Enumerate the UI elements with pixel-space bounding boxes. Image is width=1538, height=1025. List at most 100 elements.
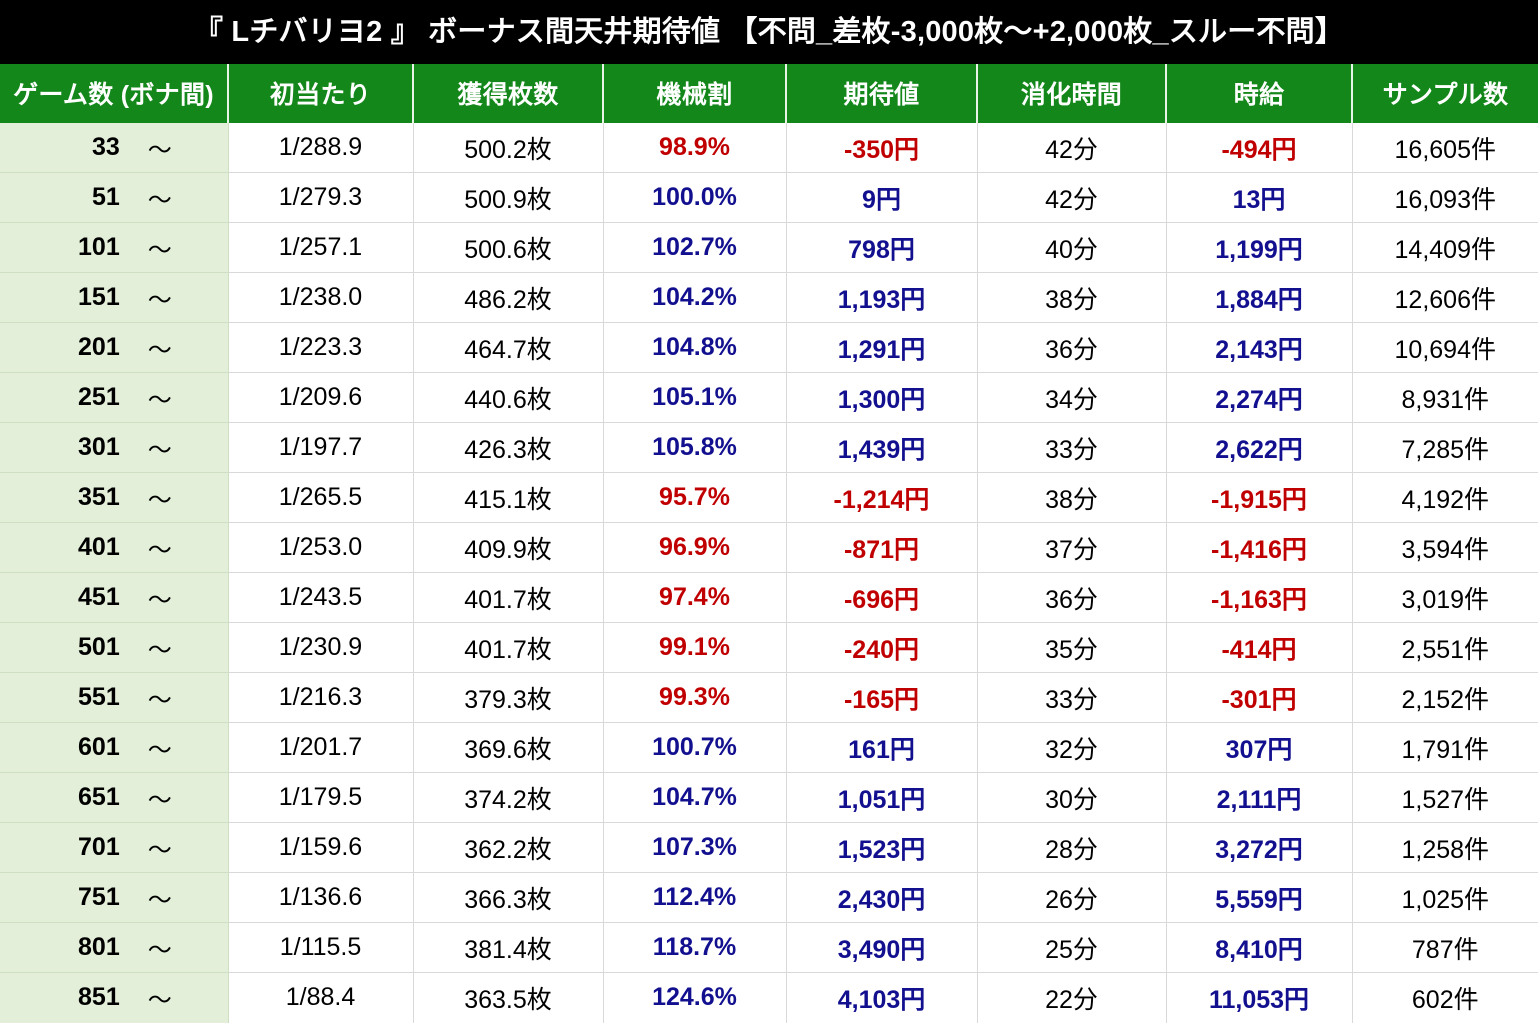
table-row: 351 〜 1/265.5 415.1枚 95.7% -1,214円 38分 -1,915円 4…: [0, 472, 1538, 523]
range-separator: 〜: [147, 937, 172, 964]
cell-first-hit: 1/230.9: [228, 622, 414, 673]
cell-hourly-wage: 2,274円: [1166, 372, 1353, 423]
cell-games: 401 〜: [0, 522, 229, 573]
cell-hourly-wage: 5,559円: [1166, 872, 1353, 923]
cell-hourly-wage: -1,915円: [1166, 472, 1353, 523]
cell-coins: 366.3枚: [413, 872, 604, 923]
games-value: 51: [91, 183, 120, 211]
cell-hourly-wage: -1,416円: [1166, 522, 1353, 573]
cell-hourly-wage: 1,199円: [1166, 222, 1353, 273]
cell-games: 851 〜: [0, 972, 229, 1023]
title-bar: 『 Lチバリヨ2 』 ボーナス間天井期待値 【不問_差枚-3,000枚〜+2,0…: [0, 0, 1538, 64]
cell-hourly-wage: 1,884円: [1166, 272, 1353, 323]
cell-games: 201 〜: [0, 322, 229, 373]
games-value: 701: [78, 833, 120, 861]
games-value: 601: [78, 733, 120, 761]
cell-expected-value: -696円: [786, 572, 978, 623]
range-separator: 〜: [147, 987, 172, 1015]
cell-coins: 381.4枚: [413, 922, 604, 973]
cell-expected-value: 1,300円: [786, 372, 978, 423]
cell-games: 101 〜: [0, 222, 229, 273]
range-separator: 〜: [147, 487, 172, 514]
cell-payout-rate: 124.6%: [603, 972, 787, 1023]
cell-hourly-wage: 11,053円: [1166, 972, 1353, 1023]
cell-hourly-wage: -301円: [1166, 672, 1353, 723]
cell-play-time: 26分: [977, 872, 1167, 923]
games-value: 851: [78, 983, 120, 1012]
table-row: 751 〜 1/136.6 366.3枚 112.4% 2,430円 26分 5,559円 1,…: [0, 872, 1538, 923]
games-value: 501: [78, 633, 120, 661]
cell-payout-rate: 95.7%: [603, 472, 787, 523]
table-row: 651 〜 1/179.5 374.2枚 104.7% 1,051円 30分 2,111円 1,…: [0, 772, 1538, 823]
column-header-hourly: 時給: [1166, 64, 1353, 123]
cell-sample-count: 14,409件: [1352, 222, 1538, 273]
table-row: 151 〜 1/238.0 486.2枚 104.2% 1,193円 38分 1,884円 12…: [0, 272, 1538, 323]
cell-sample-count: 12,606件: [1352, 272, 1538, 323]
cell-expected-value: 9円: [786, 172, 978, 223]
cell-hourly-wage: 2,622円: [1166, 422, 1353, 473]
column-header-payout: 機械割: [603, 64, 787, 123]
cell-sample-count: 787件: [1352, 922, 1538, 973]
cell-play-time: 22分: [977, 972, 1167, 1023]
range-separator: 〜: [147, 687, 172, 714]
cell-hourly-wage: 307円: [1166, 722, 1353, 773]
cell-hourly-wage: 2,143円: [1166, 322, 1353, 373]
cell-first-hit: 1/223.3: [228, 322, 414, 373]
range-separator: 〜: [147, 637, 172, 664]
cell-expected-value: 1,523円: [786, 822, 978, 873]
range-separator: 〜: [147, 237, 172, 264]
games-value: 251: [78, 383, 120, 411]
cell-sample-count: 1,791件: [1352, 722, 1538, 773]
cell-coins: 379.3枚: [413, 672, 604, 723]
cell-expected-value: -871円: [786, 522, 978, 573]
table-row: 501 〜 1/230.9 401.7枚 99.1% -240円 35分 -414円 2,551…: [0, 622, 1538, 673]
cell-sample-count: 602件: [1352, 972, 1538, 1023]
range-separator: 〜: [147, 437, 172, 464]
cell-games: 601 〜: [0, 722, 229, 773]
cell-play-time: 37分: [977, 522, 1167, 573]
table-row: 301 〜 1/197.7 426.3枚 105.8% 1,439円 33分 2,622円 7,…: [0, 422, 1538, 473]
cell-games: 451 〜: [0, 572, 229, 623]
cell-hourly-wage: 8,410円: [1166, 922, 1353, 973]
cell-games: 551 〜: [0, 672, 229, 723]
cell-coins: 426.3枚: [413, 422, 604, 473]
cell-expected-value: -240円: [786, 622, 978, 673]
cell-first-hit: 1/257.1: [228, 222, 414, 273]
cell-sample-count: 16,605件: [1352, 122, 1538, 173]
range-separator: 〜: [147, 887, 172, 914]
cell-payout-rate: 100.0%: [603, 172, 787, 223]
expectation-table: ゲーム数 (ボナ間) 初当たり 獲得枚数 機械割 期待値 消化時間 時給 サンプ…: [0, 64, 1538, 1023]
cell-coins: 440.6枚: [413, 372, 604, 423]
cell-coins: 401.7枚: [413, 622, 604, 673]
cell-play-time: 32分: [977, 722, 1167, 773]
cell-games: 351 〜: [0, 472, 229, 523]
cell-games: 501 〜: [0, 622, 229, 673]
table-row: 551 〜 1/216.3 379.3枚 99.3% -165円 33分 -301円 2,152…: [0, 672, 1538, 723]
column-header-coins: 獲得枚数: [413, 64, 604, 123]
cell-play-time: 35分: [977, 622, 1167, 673]
range-separator: 〜: [147, 187, 172, 214]
cell-games: 151 〜: [0, 272, 229, 323]
cell-hourly-wage: -494円: [1166, 122, 1353, 173]
cell-hourly-wage: 13円: [1166, 172, 1353, 223]
cell-play-time: 40分: [977, 222, 1167, 273]
column-header-ev: 期待値: [786, 64, 978, 123]
cell-payout-rate: 97.4%: [603, 572, 787, 623]
cell-play-time: 38分: [977, 472, 1167, 523]
cell-first-hit: 1/115.5: [228, 922, 414, 973]
games-value: 351: [78, 483, 120, 511]
cell-first-hit: 1/201.7: [228, 722, 414, 773]
cell-payout-rate: 96.9%: [603, 522, 787, 573]
range-separator: 〜: [147, 537, 172, 564]
cell-payout-rate: 118.7%: [603, 922, 787, 973]
range-separator: 〜: [147, 137, 172, 164]
games-value: 301: [78, 433, 120, 461]
cell-first-hit: 1/179.5: [228, 772, 414, 823]
cell-first-hit: 1/238.0: [228, 272, 414, 323]
cell-sample-count: 2,152件: [1352, 672, 1538, 723]
cell-play-time: 25分: [977, 922, 1167, 973]
range-separator: 〜: [147, 337, 172, 364]
cell-expected-value: 1,193円: [786, 272, 978, 323]
table-row: 33 〜 1/288.9 500.2枚 98.9% -350円 42分 -494円 16,605…: [0, 122, 1538, 173]
cell-first-hit: 1/197.7: [228, 422, 414, 473]
